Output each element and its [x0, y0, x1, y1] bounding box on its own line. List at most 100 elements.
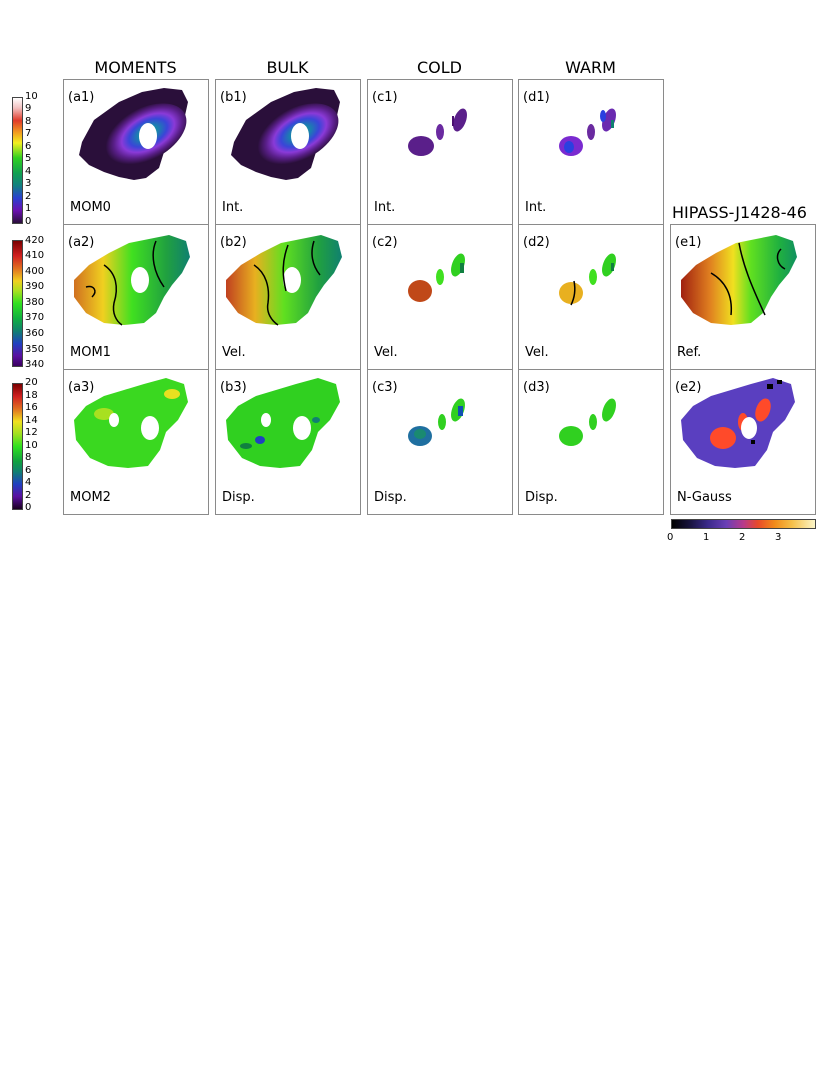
warm-velocity-map: [559, 253, 616, 306]
panel-b3: (b3) Disp.: [215, 369, 361, 515]
dispersion-tick: 6: [25, 465, 32, 476]
panel-d2: (d2) Vel.: [518, 224, 664, 370]
dispersion-tick: 10: [25, 440, 38, 451]
panel-label: Vel.: [525, 345, 549, 360]
bulk-intensity-map: [231, 88, 340, 180]
intensity-tick: 5: [25, 153, 32, 164]
panel-a1: (a1) MOM0: [63, 79, 209, 225]
panel-tag: (d3): [523, 380, 550, 395]
panel-label: Disp.: [374, 490, 407, 505]
panel-label: Vel.: [222, 345, 246, 360]
intensity-tick: 10: [25, 91, 38, 102]
intensity-tick: 2: [25, 191, 32, 202]
panel-label: Disp.: [222, 490, 255, 505]
ngauss-tick: 1: [703, 532, 710, 543]
dispersion-tick: 12: [25, 427, 38, 438]
panel-c2: (c2) Vel.: [367, 224, 513, 370]
column-title-moments: MOMENTS: [94, 58, 177, 77]
panel-label: MOM0: [70, 200, 111, 215]
panel-d3: (d3) Disp.: [518, 369, 664, 515]
velocity-tick: 400: [25, 266, 45, 277]
panel-e1: (e1) Ref.: [670, 224, 816, 370]
column-title-bulk: BULK: [266, 58, 309, 77]
panel-c1: (c1) Int.: [367, 79, 513, 225]
intensity-tick: 4: [25, 166, 32, 177]
warm-dispersion-map: [559, 398, 616, 446]
panel-label: Int.: [222, 200, 244, 215]
dispersion-tick: 4: [25, 477, 32, 488]
panel-tag: (c2): [372, 235, 398, 250]
intensity-tick: 3: [25, 178, 32, 189]
intensity-tick: 6: [25, 141, 32, 152]
ngauss-colorbar: [671, 519, 816, 529]
panel-a2: (a2) MOM1: [63, 224, 209, 370]
panel-label: Vel.: [374, 345, 398, 360]
intensity-tick: 8: [25, 116, 32, 127]
panel-e2: (e2) N-Gauss: [670, 369, 816, 515]
ngauss-tick: 3: [775, 532, 782, 543]
panel-label: Disp.: [525, 490, 558, 505]
velocity-tick: 360: [25, 328, 45, 339]
panel-d1: (d1) Int.: [518, 79, 664, 225]
panel-tag: (c1): [372, 90, 398, 105]
dispersion-tick: 2: [25, 490, 32, 501]
mom1-map: [74, 235, 190, 326]
column-title-cold: COLD: [417, 58, 462, 77]
velocity-colorbar: [12, 240, 23, 367]
mom2-map: [74, 378, 188, 468]
panel-tag: (a2): [68, 235, 95, 250]
panel-tag: (b2): [220, 235, 247, 250]
dispersion-tick: 14: [25, 415, 38, 426]
intensity-tick: 7: [25, 128, 32, 139]
column-title-warm: WARM: [565, 58, 616, 77]
panel-tag: (d2): [523, 235, 550, 250]
ngauss-tick: 2: [739, 532, 746, 543]
velocity-tick: 350: [25, 344, 45, 355]
panel-label: MOM2: [70, 490, 111, 505]
dispersion-tick: 0: [25, 502, 32, 513]
panel-label: MOM1: [70, 345, 111, 360]
dispersion-tick: 8: [25, 452, 32, 463]
bulk-velocity-map: [226, 235, 342, 326]
velocity-tick: 410: [25, 250, 45, 261]
dispersion-tick: 20: [25, 377, 38, 388]
panel-tag: (b1): [220, 90, 247, 105]
velocity-tick: 370: [25, 312, 45, 323]
panel-tag: (e2): [675, 380, 702, 395]
panel-tag: (d1): [523, 90, 550, 105]
ngauss-tick: 0: [667, 532, 674, 543]
dispersion-colorbar: [12, 383, 23, 510]
dispersion-tick: 16: [25, 402, 38, 413]
cold-intensity-map: [408, 108, 467, 156]
mom0-map: [79, 88, 188, 180]
panel-c3: (c3) Disp.: [367, 369, 513, 515]
bulk-dispersion-map: [226, 378, 340, 468]
panel-label: Int.: [374, 200, 396, 215]
panel-label: N-Gauss: [677, 490, 732, 505]
panel-a3: (a3) MOM2: [63, 369, 209, 515]
dispersion-tick: 18: [25, 390, 38, 401]
reference-title: HIPASS-J1428-46: [672, 203, 807, 222]
intensity-tick: 9: [25, 103, 32, 114]
cold-velocity-map: [408, 253, 465, 302]
panel-label: Int.: [525, 200, 547, 215]
velocity-tick: 390: [25, 281, 45, 292]
panel-tag: (c3): [372, 380, 398, 395]
intensity-tick: 0: [25, 216, 32, 227]
velocity-tick: 420: [25, 235, 45, 246]
velocity-tick: 380: [25, 297, 45, 308]
intensity-colorbar: [12, 97, 23, 224]
n-gauss-map: [681, 378, 795, 468]
velocity-tick: 340: [25, 359, 45, 370]
panel-b2: (b2) Vel.: [215, 224, 361, 370]
panel-tag: (b3): [220, 380, 247, 395]
panel-b1: (b1) Int.: [215, 79, 361, 225]
panel-tag: (a3): [68, 380, 95, 395]
panel-tag: (a1): [68, 90, 95, 105]
intensity-tick: 1: [25, 203, 32, 214]
panel-tag: (e1): [675, 235, 702, 250]
panel-label: Ref.: [677, 345, 702, 360]
cold-dispersion-map: [408, 398, 465, 446]
warm-intensity-map: [559, 108, 616, 156]
reference-velocity-map: [681, 235, 797, 325]
